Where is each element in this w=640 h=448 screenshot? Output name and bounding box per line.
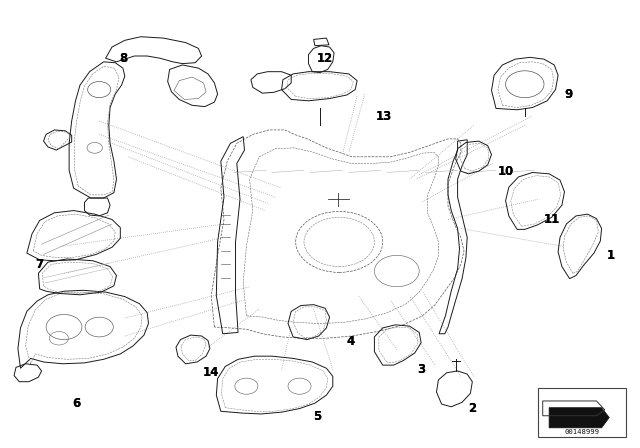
- Text: 1: 1: [607, 249, 615, 262]
- Text: 4: 4: [347, 335, 355, 348]
- Text: 8: 8: [119, 52, 127, 65]
- Text: 2: 2: [468, 402, 476, 415]
- Bar: [538, 388, 626, 437]
- Text: 9: 9: [564, 87, 572, 101]
- Text: 13: 13: [376, 110, 392, 123]
- Polygon shape: [549, 408, 609, 428]
- Text: 1: 1: [607, 249, 615, 262]
- Text: 14: 14: [203, 366, 220, 379]
- Text: 00148999: 00148999: [564, 430, 599, 435]
- Text: 11: 11: [543, 213, 560, 226]
- Text: 7: 7: [36, 258, 44, 271]
- Text: 2: 2: [468, 402, 476, 415]
- Text: 8: 8: [119, 52, 127, 65]
- Text: 6: 6: [73, 396, 81, 410]
- Text: 3: 3: [417, 363, 425, 376]
- Text: 7: 7: [36, 258, 44, 271]
- Text: 12: 12: [317, 52, 333, 65]
- Text: 6: 6: [73, 396, 81, 410]
- Text: 5: 5: [313, 410, 321, 423]
- Text: 12: 12: [317, 52, 333, 65]
- Text: 14: 14: [203, 366, 220, 379]
- Text: 5: 5: [313, 410, 321, 423]
- Text: 4: 4: [347, 335, 355, 348]
- Text: 13: 13: [376, 110, 392, 123]
- Text: 10: 10: [497, 164, 514, 178]
- Text: 11: 11: [543, 213, 560, 226]
- Text: 3: 3: [417, 363, 425, 376]
- Text: 9: 9: [564, 87, 572, 101]
- Text: 10: 10: [497, 164, 514, 178]
